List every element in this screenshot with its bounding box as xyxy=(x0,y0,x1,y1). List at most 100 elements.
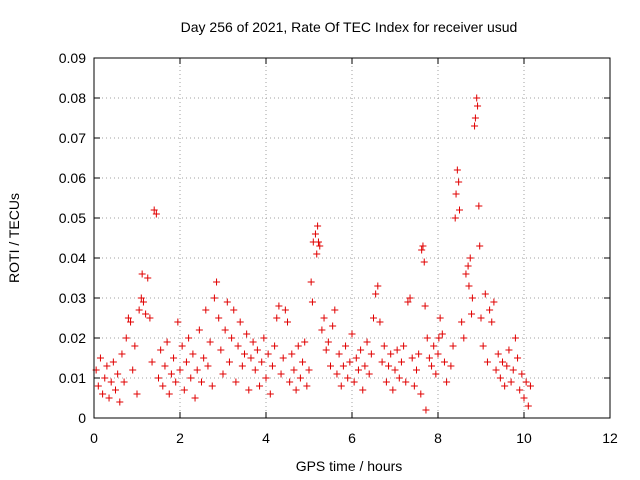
data-point xyxy=(474,102,482,110)
data-point xyxy=(488,318,496,326)
data-point xyxy=(264,350,272,358)
data-point xyxy=(385,362,393,370)
data-point xyxy=(378,358,386,366)
data-point xyxy=(339,362,347,370)
data-point xyxy=(208,382,216,390)
data-point xyxy=(129,366,137,374)
data-point xyxy=(337,382,345,390)
data-point xyxy=(397,358,405,366)
data-point xyxy=(499,358,506,366)
data-point xyxy=(275,302,283,310)
data-point xyxy=(400,342,408,350)
data-point xyxy=(393,346,401,354)
data-point xyxy=(479,342,487,350)
x-axis-label: GPS time / hours xyxy=(296,458,403,474)
chart-title: Day 256 of 2021, Rate Of TEC Index for r… xyxy=(181,19,518,35)
y-axis-label: ROTI / TECUs xyxy=(6,193,22,283)
data-point xyxy=(333,370,341,378)
data-point xyxy=(109,358,117,366)
data-point xyxy=(124,314,132,322)
data-point xyxy=(511,334,519,342)
data-point xyxy=(251,366,259,374)
data-point xyxy=(236,318,244,326)
data-point xyxy=(200,354,208,362)
data-point xyxy=(204,362,212,370)
data-point xyxy=(483,358,491,366)
data-point xyxy=(462,270,470,278)
data-point xyxy=(376,318,384,326)
data-point xyxy=(415,350,423,358)
data-point xyxy=(468,310,476,318)
y-tick-label: 0.07 xyxy=(59,130,86,146)
data-point xyxy=(449,342,457,350)
data-point xyxy=(447,362,455,370)
data-point xyxy=(138,270,146,278)
data-point xyxy=(425,354,433,362)
data-point xyxy=(501,382,509,390)
data-point xyxy=(344,374,352,382)
data-point xyxy=(241,350,248,358)
data-point xyxy=(217,346,225,354)
data-point xyxy=(451,214,459,222)
tick-labels: 0 0.01 0.02 0.03 0.04 0.05 0.06 0.07 0.08 0.09 0 2 4… xyxy=(59,50,618,446)
data-point xyxy=(389,386,397,394)
data-point xyxy=(187,374,195,382)
data-point xyxy=(435,334,443,342)
data-point xyxy=(524,402,532,410)
data-point xyxy=(135,306,143,314)
data-point xyxy=(165,390,173,398)
data-point xyxy=(496,374,504,382)
data-point xyxy=(505,346,513,354)
data-point xyxy=(406,294,414,302)
data-point xyxy=(320,314,328,322)
data-point xyxy=(481,290,489,298)
data-point xyxy=(163,338,171,346)
data-point xyxy=(243,330,251,338)
data-point xyxy=(223,298,231,306)
data-point xyxy=(380,342,388,350)
data-point xyxy=(476,242,484,250)
data-point xyxy=(452,190,460,198)
data-point xyxy=(466,254,474,262)
data-point xyxy=(281,306,289,314)
data-point xyxy=(438,330,446,338)
data-point xyxy=(410,382,418,390)
data-point xyxy=(436,314,444,322)
data-point xyxy=(152,210,160,218)
data-point xyxy=(299,358,307,366)
data-point xyxy=(464,262,472,270)
data-point xyxy=(404,298,412,306)
data-point xyxy=(118,350,126,358)
data-point xyxy=(288,350,296,358)
data-point xyxy=(471,122,479,130)
data-point xyxy=(314,238,322,246)
data-point xyxy=(329,322,337,330)
data-point xyxy=(516,386,524,394)
data-point xyxy=(316,242,324,250)
data-point xyxy=(294,342,302,350)
data-point xyxy=(114,370,122,378)
data-point xyxy=(94,382,102,390)
data-point xyxy=(443,378,451,386)
data-point xyxy=(348,330,356,338)
data-point xyxy=(346,358,354,366)
data-point xyxy=(268,362,276,370)
data-point xyxy=(465,282,473,290)
data-point xyxy=(486,306,494,314)
data-point xyxy=(176,366,184,374)
data-point xyxy=(96,354,104,362)
data-point xyxy=(477,314,485,322)
y-tick-label: 0.02 xyxy=(59,330,86,346)
data-point xyxy=(490,298,498,306)
data-point xyxy=(303,382,311,390)
data-point xyxy=(202,306,210,314)
data-point xyxy=(503,362,511,370)
data-point xyxy=(327,362,334,370)
data-point xyxy=(509,366,517,374)
data-point xyxy=(221,326,229,334)
data-point xyxy=(350,378,358,386)
data-point xyxy=(374,282,382,290)
y-tick-label: 0.05 xyxy=(59,210,86,226)
data-point xyxy=(178,342,186,350)
data-point xyxy=(522,378,530,386)
